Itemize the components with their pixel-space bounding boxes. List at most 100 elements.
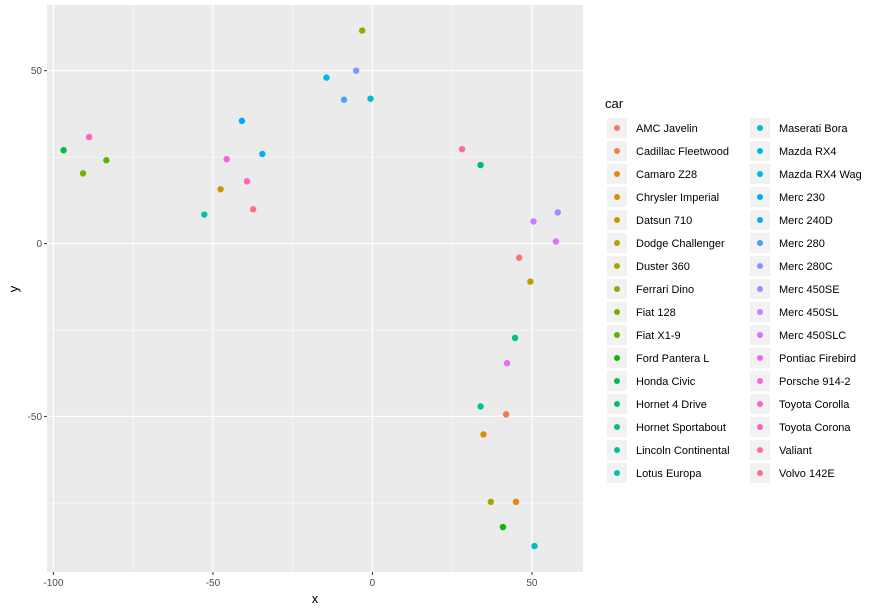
legend-label: Merc 450SLC — [779, 330, 846, 342]
legend-marker — [757, 470, 763, 476]
data-point — [367, 95, 374, 102]
data-point — [502, 411, 510, 418]
data-point — [103, 157, 110, 164]
data-point — [458, 145, 466, 153]
legend-marker — [614, 332, 620, 338]
y-tick-label: 50 — [31, 66, 43, 77]
legend-marker — [614, 470, 620, 476]
data-point — [515, 254, 523, 261]
legend-item: Merc 280 — [750, 233, 825, 253]
legend-marker — [614, 125, 620, 131]
legend-marker — [757, 401, 763, 407]
legend-marker — [614, 148, 620, 154]
data-point — [340, 96, 348, 103]
legend-item: AMC Javelin — [607, 118, 698, 138]
legend-label: Merc 450SE — [779, 284, 840, 296]
legend-marker — [614, 447, 620, 453]
legend-label: AMC Javelin — [636, 123, 698, 135]
data-point — [201, 211, 208, 218]
legend-label: Volvo 142E — [779, 468, 835, 480]
legend-item: Fiat X1-9 — [607, 325, 681, 345]
legend-marker — [757, 378, 763, 384]
data-point — [477, 403, 484, 410]
legend-item: Camaro Z28 — [607, 164, 697, 184]
legend-label: Hornet Sportabout — [636, 422, 726, 434]
legend-item: Merc 450SL — [750, 302, 838, 322]
data-point — [359, 27, 366, 34]
legend-item: Mazda RX4 Wag — [750, 164, 862, 184]
data-point — [531, 542, 538, 550]
legend-item: Cadillac Fleetwood — [607, 141, 729, 161]
data-point — [554, 209, 561, 216]
data-point — [238, 117, 246, 125]
y-axis: -50 0 50 — [28, 66, 47, 423]
legend-marker — [757, 447, 763, 453]
legend-label: Ferrari Dino — [636, 284, 694, 296]
legend-marker — [614, 263, 620, 269]
legend-marker — [614, 194, 620, 200]
legend-label: Datsun 710 — [636, 215, 692, 227]
legend-item: Porsche 914-2 — [750, 371, 851, 391]
legend-marker — [757, 424, 763, 430]
legend-label: Lincoln Continental — [636, 445, 730, 457]
legend-marker — [757, 355, 763, 361]
legend-label: Hornet 4 Drive — [636, 399, 707, 411]
legend-label: Toyota Corona — [779, 422, 851, 434]
legend-label: Mazda RX4 — [779, 146, 836, 158]
legend-label: Fiat X1-9 — [636, 330, 681, 342]
legend-item: Toyota Corolla — [750, 394, 850, 414]
legend-item: Duster 360 — [607, 256, 690, 276]
legend-label: Cadillac Fleetwood — [636, 146, 729, 158]
legend-label: Merc 230 — [779, 192, 825, 204]
legend-marker — [614, 424, 620, 430]
x-tick-label: -50 — [206, 578, 221, 589]
legend-item: Volvo 142E — [750, 463, 835, 483]
data-point — [503, 359, 511, 367]
legend-item: Ferrari Dino — [607, 279, 694, 299]
legend-label: Camaro Z28 — [636, 169, 697, 181]
legend-item: Lotus Europa — [607, 463, 702, 483]
data-point — [512, 498, 520, 506]
legend-label: Honda Civic — [636, 376, 696, 388]
y-axis-title: y — [6, 285, 21, 292]
legend-marker — [757, 148, 763, 154]
legend-label: Ford Pantera L — [636, 353, 709, 365]
legend-label: Merc 450SL — [779, 307, 838, 319]
data-point — [79, 170, 87, 177]
data-point — [60, 147, 67, 154]
legend-label: Porsche 914-2 — [779, 376, 851, 388]
x-tick-label: 50 — [526, 578, 538, 589]
legend-item: Pontiac Firebird — [750, 348, 856, 368]
data-point — [249, 206, 257, 213]
x-tick-label: 0 — [370, 578, 376, 589]
data-point — [480, 431, 487, 438]
data-point — [552, 238, 560, 245]
legend-marker — [757, 125, 763, 131]
x-axis: -100 -50 0 50 — [43, 572, 538, 589]
legend-marker — [614, 171, 620, 177]
legend-item: Merc 450SLC — [750, 325, 846, 345]
data-point — [85, 133, 93, 141]
legend-marker — [614, 217, 620, 223]
legend-item: Mazda RX4 — [750, 141, 836, 161]
legend-item: Maserati Bora — [750, 118, 848, 138]
data-points — [60, 27, 561, 550]
legend-item: Lincoln Continental — [607, 440, 730, 460]
legend-item: Merc 450SE — [750, 279, 840, 299]
legend-marker — [614, 286, 620, 292]
legend-marker — [757, 309, 763, 315]
legend-marker — [757, 217, 763, 223]
legend-marker — [614, 309, 620, 315]
data-point — [323, 74, 330, 81]
legend-label: Mazda RX4 Wag — [779, 169, 862, 181]
legend-item: Merc 230 — [750, 187, 825, 207]
legend-marker — [614, 378, 620, 384]
legend-label: Chrysler Imperial — [636, 192, 719, 204]
legend-marker — [614, 240, 620, 246]
legend-label: Merc 240D — [779, 215, 833, 227]
data-point — [511, 334, 519, 342]
data-point — [223, 155, 230, 163]
legend-label: Toyota Corolla — [779, 399, 850, 411]
data-point — [259, 150, 266, 158]
data-point — [352, 67, 360, 74]
